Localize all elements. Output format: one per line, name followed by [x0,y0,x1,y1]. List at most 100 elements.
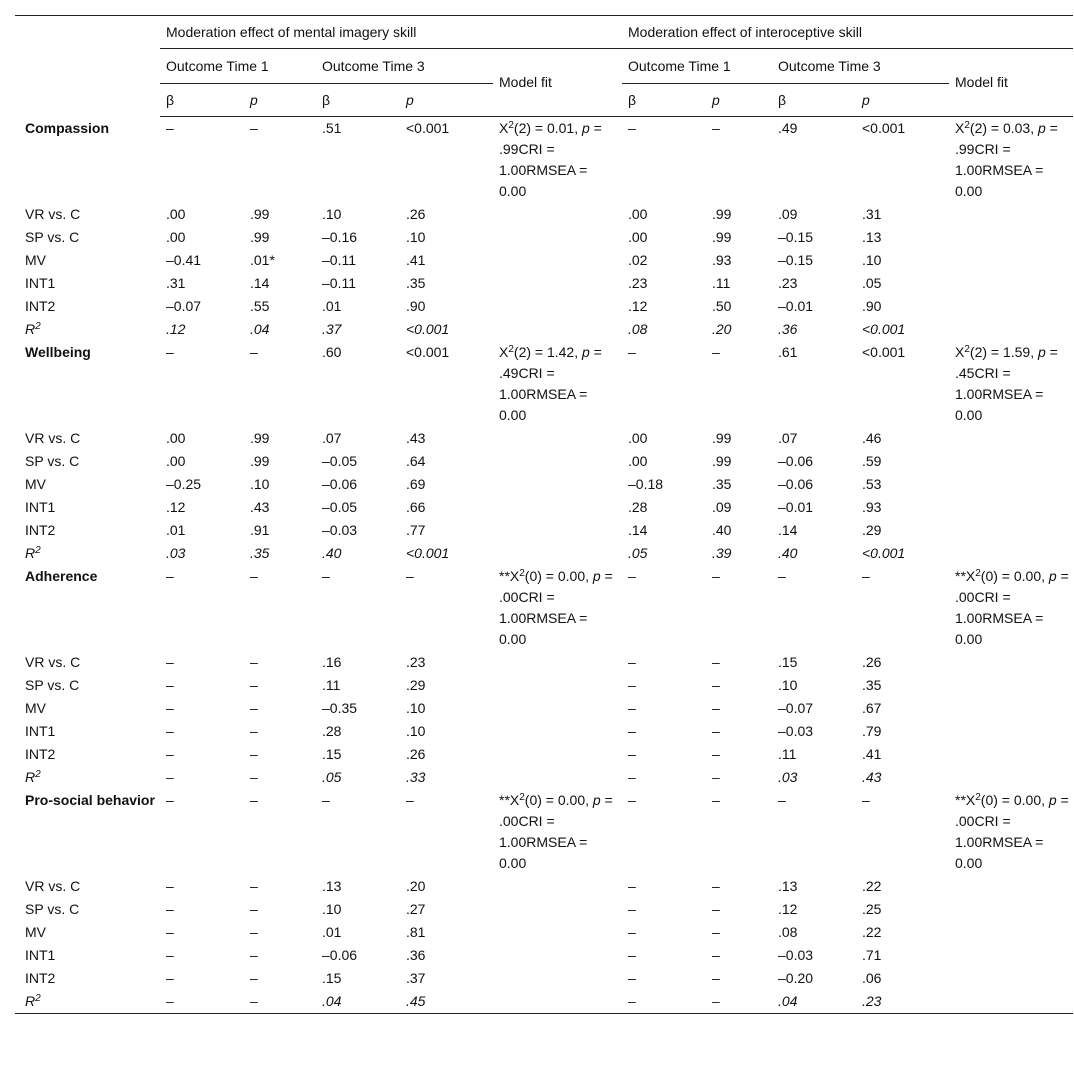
cell: – [862,792,870,808]
cell: – [712,568,720,584]
cell: .99 [250,206,270,222]
cell: .09 [712,499,732,515]
outcome-header: Outcome Time 3 [772,48,949,84]
cell: .13 [862,229,882,245]
cell: – [250,344,258,360]
cell: .43 [862,769,882,785]
row-label: R2 [15,990,160,1014]
fit-text: = .49CRI = 1.00RMSEA = 0.00 [499,344,602,423]
row-label: INT2 [25,970,56,986]
cell: .53 [862,476,882,492]
fit-sup: 2 [508,120,514,131]
cell: .10 [322,206,342,222]
label-sup: 2 [35,993,41,1004]
empty-cell [949,743,1073,766]
empty-cell [949,875,1073,898]
cell: –0.25 [166,476,202,492]
fit-italic: p [1038,344,1046,360]
cell: .35 [862,677,882,693]
row-label: INT1 [25,947,56,963]
label-sup: 2 [35,545,41,556]
empty-cell [949,272,1073,295]
fit-text: = .00CRI = 1.00RMSEA = 0.00 [499,568,613,647]
cell: .00 [166,206,186,222]
data-row: INT2 – – .15 .26 – – .11 .41 [15,743,1073,766]
cell: – [406,792,414,808]
empty-cell [949,674,1073,697]
cell: .99 [250,430,270,446]
cell: .77 [406,522,426,538]
cell: – [166,993,174,1009]
empty-cell [949,450,1073,473]
cell: – [250,970,258,986]
cell: – [712,924,720,940]
cell: .15 [322,746,342,762]
cell: .12 [628,298,648,314]
cell: – [628,700,636,716]
empty-cell [493,898,622,921]
cell: .22 [862,924,882,940]
cell: –0.07 [778,700,814,716]
label-base: R [25,993,36,1009]
model-fit: **X2(0) = 0.00, p = .00CRI = 1.00RMSEA =… [493,789,622,875]
empty-cell [493,473,622,496]
model-fit: **X2(0) = 0.00, p = .00CRI = 1.00RMSEA =… [493,565,622,651]
cell: .04 [778,993,798,1009]
data-row: R2 .12 .04 .37 <0.001 .08 .20 .36 <0.001 [15,318,1073,341]
cell: .01 [166,522,186,538]
empty-cell [493,226,622,249]
cell: – [712,677,720,693]
cell: .03 [778,769,798,785]
cell: .23 [778,275,798,291]
data-row: R2– – .04.45– – .04.23 [15,990,1073,1014]
model-fit-header: Model fit [949,48,1073,117]
cell: – [250,878,258,894]
data-row: R2 .03 .35 .40 <0.001 .05 .39 .40 <0.001 [15,542,1073,565]
cell: – [628,769,636,785]
cell: .40 [778,545,798,561]
cell: .11 [712,275,731,291]
cell: – [250,568,258,584]
group-title: Moderation effect of interoceptive skill [622,15,1073,49]
empty-cell [949,944,1073,967]
cell: .36 [406,947,426,963]
cell: – [712,947,720,963]
empty-cell [949,921,1073,944]
cell: .05 [862,275,882,291]
cell: .11 [778,746,797,762]
table-body: Moderation effect of mental imagery skil… [15,15,1073,1014]
empty-cell [493,318,622,341]
fit-text: (0) = 0.00, [524,792,593,808]
cell: –0.03 [778,947,814,963]
cell: – [250,120,258,136]
cell: .90 [862,298,882,314]
label-base: R [25,769,36,785]
fit-italic: p [1048,568,1057,584]
label-sup: 2 [35,321,41,332]
empty-cell [949,473,1073,496]
fit-italic: p [592,568,601,584]
cell: – [166,700,174,716]
cell: .00 [166,453,186,469]
cell: – [166,654,174,670]
row-label: MV [25,476,46,492]
cell: .08 [628,321,648,337]
fit-text: **X [499,568,520,584]
empty-cell [949,697,1073,720]
cell: .93 [712,252,732,268]
cell: – [712,700,720,716]
empty-cell [949,295,1073,318]
cell: – [628,568,636,584]
row-label: INT2 [25,522,56,538]
cell: – [166,746,174,762]
cell: – [250,947,258,963]
cell: .31 [166,275,186,291]
cell: .23 [628,275,648,291]
data-row: VR vs. C .00 .99 .07 .43 .00 .99 .07 .46 [15,427,1073,450]
cell: .25 [862,901,882,917]
row-label: INT1 [25,723,56,739]
cell: .04 [250,321,270,337]
model-fit: **X2(0) = 0.00, p = .00CRI = 1.00RMSEA =… [949,565,1073,651]
model-fit-header: Model fit [493,48,622,117]
